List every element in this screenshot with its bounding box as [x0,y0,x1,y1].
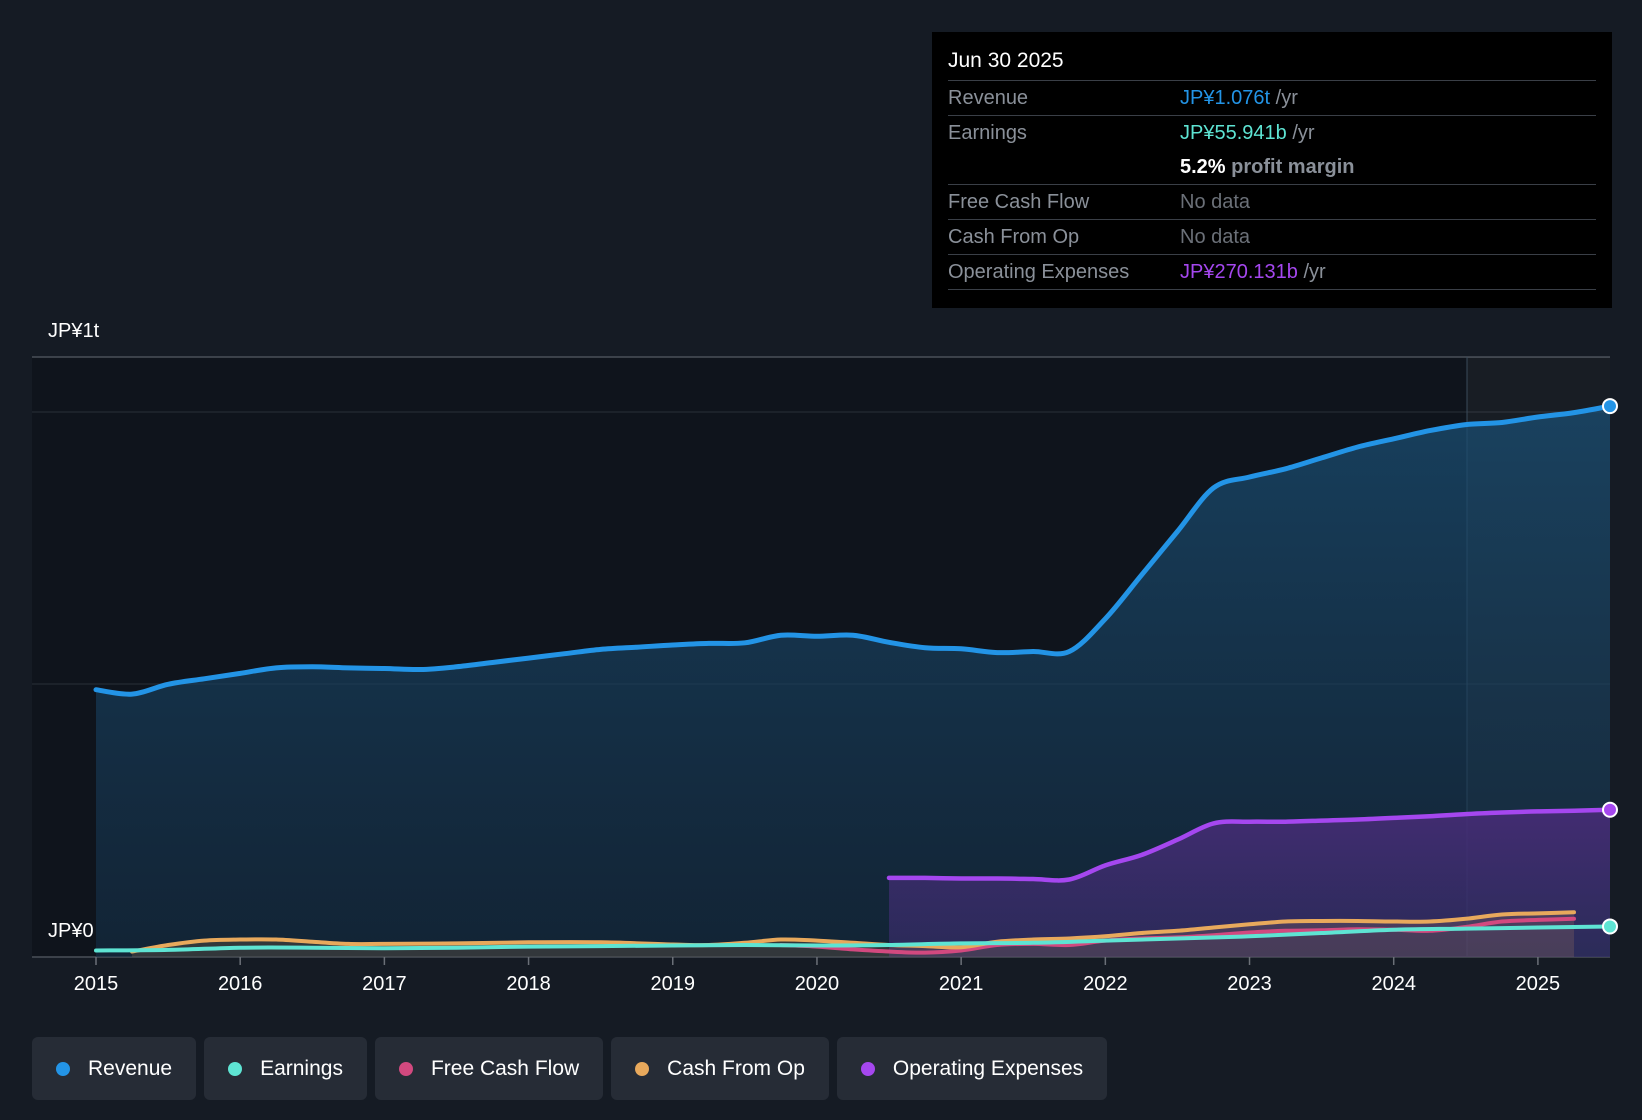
legend-cash-from-op-label: Cash From Op [667,1056,805,1080]
legend-free-cash-flow-dot-icon [398,1061,413,1076]
x-tick-label-2016: 2016 [218,973,263,995]
legend-operating-expenses-label: Operating Expenses [892,1056,1084,1080]
legend-revenue-dot-icon [56,1061,70,1076]
y-axis-top-label: JP¥1t [48,320,100,342]
x-tick-label-2015: 2015 [74,973,119,995]
tooltip-row-fcf: Free Cash Flow No data [948,185,1596,220]
legend-free-cash-flow[interactable]: Free Cash Flow [374,1037,604,1100]
tooltip-earnings-value: JP¥55.941b [1180,122,1287,144]
operating-expenses-end-marker[interactable] [1602,801,1618,818]
legend-revenue-label: Revenue [88,1056,173,1080]
x-tick-label-2021: 2021 [939,973,984,995]
x-tick-label-2020: 2020 [795,973,840,995]
tooltip-opex-value-wrap: JP¥270.131b /yr [1180,255,1596,289]
tooltip-cfo-label: Cash From Op [948,226,1080,248]
tooltip-cfo-value: No data [1180,226,1251,248]
tooltip-revenue-unit: /yr [1275,87,1298,109]
tooltip-earnings-value-wrap: JP¥55.941b /yr [1180,116,1596,150]
x-tick-label-2022: 2022 [1083,973,1128,995]
legend-free-cash-flow-label: Free Cash Flow [430,1056,580,1080]
tooltip-opex-value: JP¥270.131b [1180,261,1298,283]
y-axis-bottom-label: JP¥0 [48,920,94,942]
tooltip-revenue-label: Revenue [948,87,1029,109]
x-tick-label-2017: 2017 [362,973,407,995]
tooltip-fcf-label: Free Cash Flow [948,191,1090,213]
revenue-end-marker[interactable] [1602,398,1618,415]
legend-operating-expenses[interactable]: Operating Expenses [836,1037,1108,1100]
tooltip-date: Jun 30 2025 [948,46,1596,81]
x-tick-label-2025: 2025 [1516,973,1561,995]
legend-earnings-dot-icon [228,1061,243,1076]
tooltip-revenue-value-wrap: JP¥1.076t /yr [1180,81,1596,115]
x-tick-label-2024: 2024 [1371,973,1416,995]
x-tick-label-2018: 2018 [506,973,551,995]
legend-earnings[interactable]: Earnings [204,1037,367,1100]
legend-cash-from-op[interactable]: Cash From Op [611,1037,829,1100]
tooltip-opex-unit: /yr [1303,261,1326,283]
tooltip-revenue-value: JP¥1.076t [1180,87,1271,109]
legend: Revenue Earnings Free Cash Flow Cash Fro… [32,1037,1108,1100]
tooltip-row-margin: 5.2% profit margin [948,150,1596,185]
tooltip-margin-spacer [948,150,1180,184]
tooltip-row-revenue: Revenue JP¥1.076t /yr [948,81,1596,116]
legend-revenue[interactable]: Revenue [32,1037,197,1100]
tooltip-row-cfo: Cash From Op No data [948,220,1596,255]
earnings-line [94,924,1612,953]
tooltip-fcf-value: No data [1180,191,1251,213]
tooltip-margin-wrap: 5.2% profit margin [1180,150,1596,184]
tooltip: Jun 30 2025 Revenue JP¥1.076t /yr Earnin… [932,32,1612,308]
tooltip-row-earnings: Earnings JP¥55.941b /yr [948,116,1596,150]
tooltip-margin-label: profit margin [1231,156,1355,178]
x-axis: 2015 2016 2017 2018 2019 2020 2021 2022 2023 2024… [74,957,1560,995]
tooltip-row-opex: Operating Expenses JP¥270.131b /yr [948,255,1596,290]
earnings-end-marker[interactable] [1602,918,1618,935]
x-tick-label-2023: 2023 [1227,973,1272,995]
operating-expenses-line [886,807,1613,883]
legend-operating-expenses-dot-icon [860,1061,875,1076]
tooltip-earnings-unit: /yr [1292,122,1315,144]
tooltip-earnings-label: Earnings [948,122,1027,144]
revenue-area [96,406,1610,958]
revenue-line [93,403,1613,697]
legend-earnings-label: Earnings [260,1056,343,1080]
tooltip-margin-value: 5.2% [1180,156,1226,178]
x-tick-label-2019: 2019 [651,973,696,995]
legend-cash-from-op-dot-icon [635,1061,650,1076]
tooltip-opex-label: Operating Expenses [948,261,1130,283]
